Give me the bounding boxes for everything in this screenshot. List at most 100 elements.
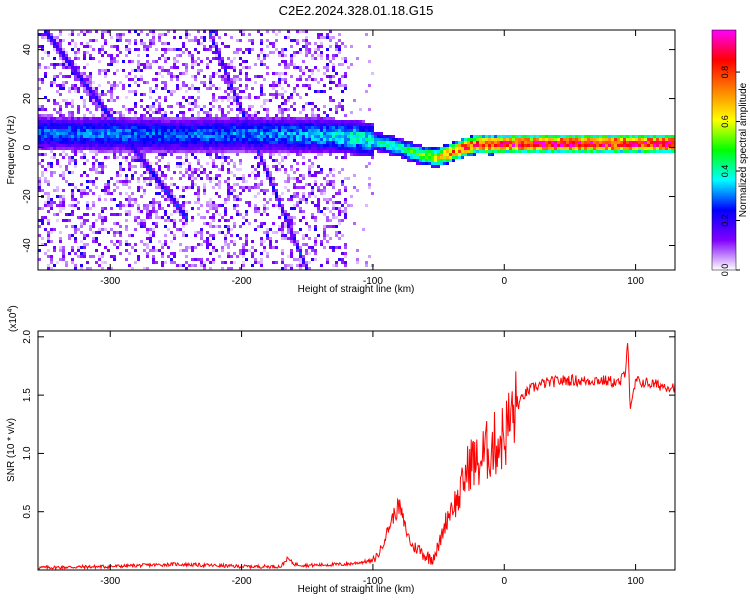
spectrogram-cell	[254, 135, 257, 138]
spectrogram-cell	[86, 180, 89, 183]
spectrogram-cell	[287, 84, 290, 87]
spectrogram-cell	[95, 144, 98, 147]
spectrogram-cell	[44, 252, 47, 255]
spectrogram-cell	[425, 159, 428, 162]
spectrogram-cell	[368, 132, 371, 135]
spectrogram-cell	[269, 129, 272, 132]
spectrogram-cell	[281, 192, 284, 195]
spectrogram-cell	[110, 63, 113, 66]
spectrogram-cell	[41, 222, 44, 225]
spectrogram-cell	[170, 144, 173, 147]
spectrogram-cell	[314, 42, 317, 45]
spectrogram-cell	[350, 135, 353, 138]
spectrogram-cell	[218, 132, 221, 135]
spectrogram-cell	[101, 144, 104, 147]
spectrogram-cell	[83, 117, 86, 120]
spectrogram-cell	[338, 102, 341, 105]
spectrogram-cell	[245, 126, 248, 129]
spectrogram-cell	[497, 141, 500, 144]
spectrogram-cell	[329, 168, 332, 171]
x-tick-label: -100	[363, 276, 383, 287]
spectrogram-cell	[281, 111, 284, 114]
spectrogram-cell	[134, 126, 137, 129]
spectrogram-cell	[326, 69, 329, 72]
spectrogram-cell	[68, 138, 71, 141]
spectrogram-cell	[377, 141, 380, 144]
spectrogram-cell	[194, 135, 197, 138]
spectrogram-cell	[167, 147, 170, 150]
spectrogram-cell	[329, 87, 332, 90]
spectrogram-cell	[620, 144, 623, 147]
spectrogram-cell	[68, 63, 71, 66]
spectrogram-cell	[146, 207, 149, 210]
spectrogram-cell	[227, 255, 230, 258]
spectrogram-cell	[362, 153, 365, 156]
spectrogram-cell	[218, 126, 221, 129]
spectrogram-cell	[380, 144, 383, 147]
spectrogram-cell	[344, 120, 347, 123]
spectrogram-cell	[344, 261, 347, 264]
spectrogram-cell	[413, 147, 416, 150]
spectrogram-cell	[284, 72, 287, 75]
spectrogram-cell	[110, 147, 113, 150]
spectrogram-cell	[89, 81, 92, 84]
spectrogram-cell	[155, 144, 158, 147]
spectrogram-cell	[623, 138, 626, 141]
spectrogram-cell	[305, 129, 308, 132]
spectrogram-cell	[224, 147, 227, 150]
spectrogram-cell	[599, 135, 602, 138]
spectrogram-cell	[149, 210, 152, 213]
spectrogram-cell	[194, 141, 197, 144]
spectrogram-cell	[374, 147, 377, 150]
spectrogram-cell	[65, 261, 68, 264]
spectrogram-cell	[533, 147, 536, 150]
spectrogram-cell	[395, 141, 398, 144]
spectrogram-cell	[155, 138, 158, 141]
spectrogram-cell	[212, 159, 215, 162]
spectrogram-cell	[38, 108, 41, 111]
spectrogram-cell	[248, 186, 251, 189]
spectrogram-cell	[236, 75, 239, 78]
spectrogram-cell	[356, 129, 359, 132]
spectrogram-cell	[563, 147, 566, 150]
spectrogram-cell	[290, 123, 293, 126]
spectrogram-cell	[557, 144, 560, 147]
spectrogram-cell	[194, 258, 197, 261]
spectrogram-cell	[257, 96, 260, 99]
spectrogram-cell	[341, 90, 344, 93]
spectrogram-cell	[341, 123, 344, 126]
spectrogram-cell	[80, 246, 83, 249]
spectrogram-cell	[533, 141, 536, 144]
spectrogram-cell	[467, 147, 470, 150]
spectrogram-cell	[200, 261, 203, 264]
spectrogram-cell	[296, 204, 299, 207]
spectrogram-cell	[470, 150, 473, 153]
spectrogram-cell	[230, 228, 233, 231]
spectrogram-cell	[452, 147, 455, 150]
spectrogram-cell	[572, 147, 575, 150]
spectrogram-cell	[482, 144, 485, 147]
spectrogram-cell	[134, 147, 137, 150]
spectrogram-cell	[659, 150, 662, 153]
spectrogram-cell	[137, 207, 140, 210]
spectrogram-cell	[326, 138, 329, 141]
spectrogram-cell	[638, 141, 641, 144]
spectrogram-cell	[560, 147, 563, 150]
spectrogram-cell	[134, 75, 137, 78]
spectrogram-cell	[185, 33, 188, 36]
spectrogram-cell	[278, 135, 281, 138]
spectrogram-cell	[344, 156, 347, 159]
spectrogram-cell	[263, 54, 266, 57]
spectrogram-cell	[401, 156, 404, 159]
spectrogram-cell	[53, 63, 56, 66]
spectrogram-cell	[134, 111, 137, 114]
spectrogram-cell	[284, 138, 287, 141]
spectrogram-cell	[98, 141, 101, 144]
spectrogram-cell	[338, 246, 341, 249]
spectrogram-cell	[344, 138, 347, 141]
spectrogram-cell	[134, 165, 137, 168]
spectrogram-cell	[371, 126, 374, 129]
spectrogram-cell	[284, 267, 287, 270]
spectrogram-cell	[275, 81, 278, 84]
spectrogram-cell	[182, 150, 185, 153]
